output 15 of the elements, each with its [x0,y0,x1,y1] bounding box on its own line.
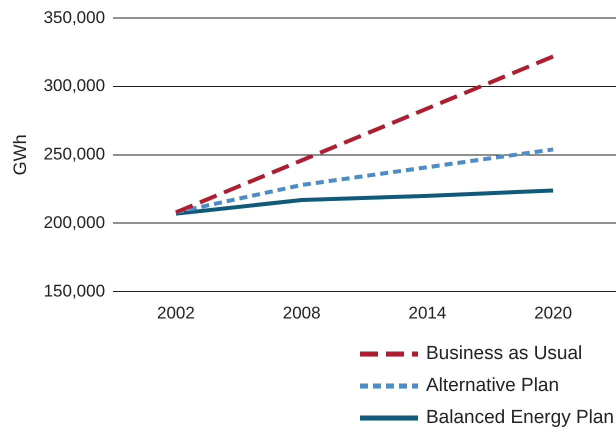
legend-label: Business as Usual [426,343,582,365]
y-tick-label: 200,000 [44,212,106,232]
x-tick-label: 2008 [282,303,321,322]
x-tick-label: 2014 [408,303,446,322]
x-tick-label: 2002 [157,303,195,322]
legend-label: Balanced Energy Plan [426,407,614,429]
y-tick-label: 150,000 [44,281,106,300]
line-series [174,147,556,214]
x-tick-label: 2020 [534,303,572,322]
y-tick-label: 300,000 [44,76,106,96]
legend-label: Alternative Plan [426,375,560,397]
y-tick-label: 250,000 [44,144,106,164]
y-axis-title: GWh [10,134,30,176]
line-series [174,54,556,214]
y-tick-label: 350,000 [44,8,106,27]
